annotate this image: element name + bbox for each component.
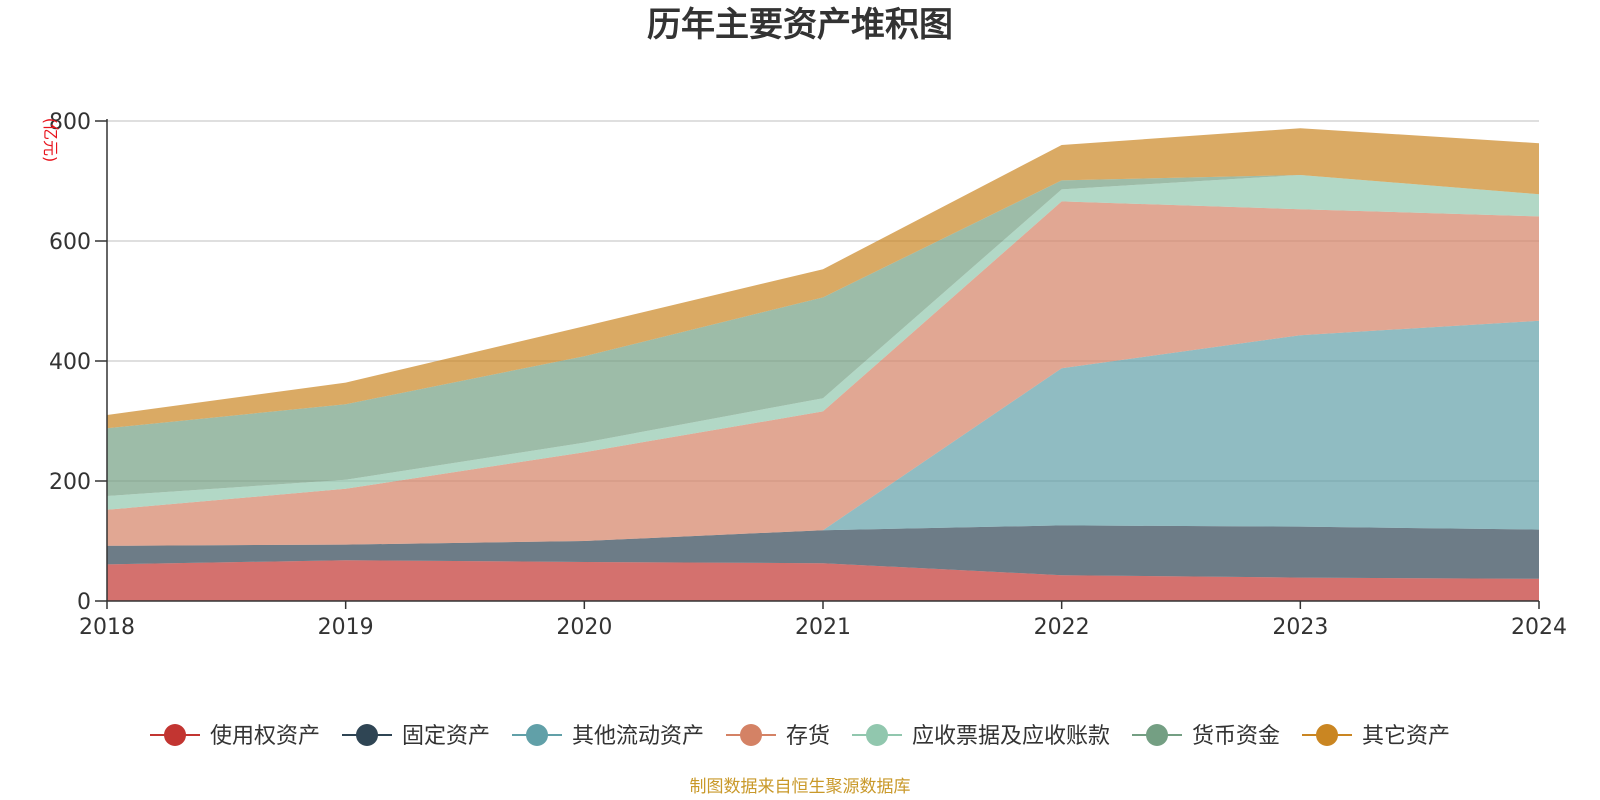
x-tick-label: 2020 <box>556 615 612 640</box>
x-tick-label: 2023 <box>1272 615 1328 640</box>
x-tick-label: 2019 <box>318 615 374 640</box>
legend-item[interactable]: 其他流动资产 <box>512 724 704 749</box>
series-area <box>107 320 1539 546</box>
y-tick-label: 400 <box>49 350 91 375</box>
x-axis-tick-labels: 2018 2019 2020 2021 2022 2023 2024 <box>79 615 1567 640</box>
legend-marker-icon <box>740 724 762 746</box>
legend: 使用权资产 固定资产 其他流动资产 存货 应收票据及应收账款 货币资金 其它资产 <box>150 724 1450 749</box>
legend-marker-icon <box>526 724 548 746</box>
legend-marker-icon <box>1146 724 1168 746</box>
series-areas <box>107 128 1539 601</box>
legend-label: 货币资金 <box>1192 724 1280 749</box>
chart-title: 历年主要资产堆积图 <box>647 5 953 45</box>
legend-item[interactable]: 其它资产 <box>1302 724 1450 749</box>
legend-marker-icon <box>164 724 186 746</box>
series-area <box>107 128 1539 429</box>
y-tick-label: 800 <box>49 110 91 135</box>
legend-label: 使用权资产 <box>210 724 320 749</box>
series-area <box>107 525 1539 579</box>
legend-label: 存货 <box>786 724 830 749</box>
series-area <box>107 175 1539 496</box>
legend-item[interactable]: 货币资金 <box>1132 724 1280 749</box>
x-tick-label: 2022 <box>1034 615 1090 640</box>
y-axis-unit-label: (亿元) <box>41 118 60 163</box>
series-area <box>107 201 1539 546</box>
axes <box>106 119 1540 609</box>
y-tick-label: 0 <box>77 590 91 615</box>
legend-label: 固定资产 <box>402 724 490 749</box>
x-tick-label: 2018 <box>79 615 135 640</box>
series-area <box>107 560 1539 601</box>
y-axis-tick-labels: 0 200 400 600 800 <box>49 110 91 615</box>
y-tick-label: 600 <box>49 230 91 255</box>
legend-item[interactable]: 使用权资产 <box>150 724 320 749</box>
y-tick-label: 200 <box>49 470 91 495</box>
x-tick-label: 2021 <box>795 615 851 640</box>
legend-marker-icon <box>866 724 888 746</box>
legend-item[interactable]: 固定资产 <box>342 724 490 749</box>
legend-label: 其它资产 <box>1362 724 1450 749</box>
legend-item[interactable]: 存货 <box>726 724 830 749</box>
legend-item[interactable]: 应收票据及应收账款 <box>852 724 1110 749</box>
legend-marker-icon <box>1316 724 1338 746</box>
source-note: 制图数据来自恒生聚源数据库 <box>690 777 911 797</box>
legend-marker-icon <box>356 724 378 746</box>
x-tick-label: 2024 <box>1511 615 1567 640</box>
legend-label: 应收票据及应收账款 <box>912 724 1110 749</box>
legend-label: 其他流动资产 <box>572 724 704 749</box>
series-area <box>107 175 1539 510</box>
